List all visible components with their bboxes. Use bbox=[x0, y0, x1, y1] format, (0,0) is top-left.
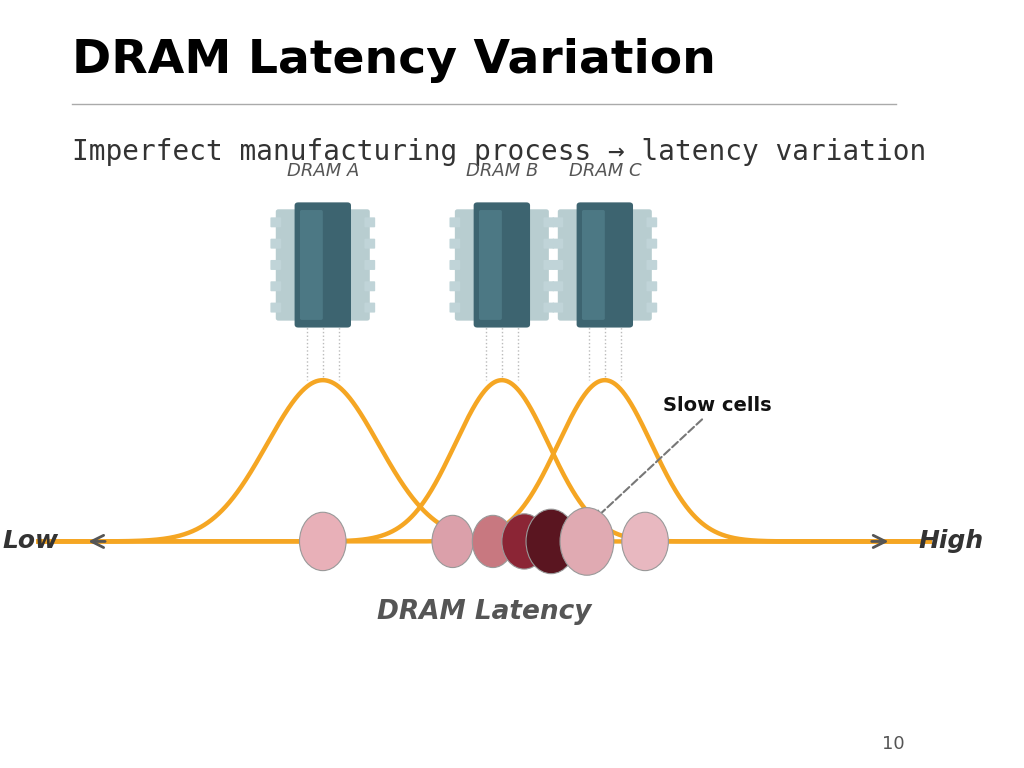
FancyBboxPatch shape bbox=[646, 217, 657, 227]
FancyBboxPatch shape bbox=[365, 281, 375, 291]
FancyBboxPatch shape bbox=[646, 303, 657, 313]
FancyBboxPatch shape bbox=[300, 210, 323, 319]
FancyBboxPatch shape bbox=[270, 281, 282, 291]
FancyBboxPatch shape bbox=[646, 281, 657, 291]
FancyBboxPatch shape bbox=[450, 217, 460, 227]
Text: Imperfect manufacturing process → latency variation: Imperfect manufacturing process → latenc… bbox=[72, 138, 927, 166]
FancyBboxPatch shape bbox=[646, 239, 657, 249]
FancyBboxPatch shape bbox=[544, 303, 554, 313]
FancyBboxPatch shape bbox=[270, 260, 282, 270]
FancyBboxPatch shape bbox=[524, 209, 549, 321]
FancyBboxPatch shape bbox=[450, 239, 460, 249]
FancyBboxPatch shape bbox=[365, 239, 375, 249]
FancyBboxPatch shape bbox=[450, 281, 460, 291]
FancyBboxPatch shape bbox=[577, 202, 633, 328]
FancyBboxPatch shape bbox=[558, 209, 583, 321]
FancyBboxPatch shape bbox=[365, 260, 375, 270]
Ellipse shape bbox=[472, 515, 513, 568]
Text: DRAM C: DRAM C bbox=[568, 163, 641, 180]
FancyBboxPatch shape bbox=[552, 239, 563, 249]
FancyBboxPatch shape bbox=[552, 303, 563, 313]
Text: DRAM B: DRAM B bbox=[466, 163, 538, 180]
Text: Low: Low bbox=[2, 529, 58, 554]
FancyBboxPatch shape bbox=[582, 210, 605, 319]
FancyBboxPatch shape bbox=[345, 209, 370, 321]
FancyBboxPatch shape bbox=[450, 260, 460, 270]
FancyBboxPatch shape bbox=[544, 239, 554, 249]
FancyBboxPatch shape bbox=[365, 303, 375, 313]
FancyBboxPatch shape bbox=[544, 281, 554, 291]
FancyBboxPatch shape bbox=[544, 217, 554, 227]
FancyBboxPatch shape bbox=[552, 217, 563, 227]
Text: Slow cells: Slow cells bbox=[595, 396, 772, 518]
FancyBboxPatch shape bbox=[544, 260, 554, 270]
FancyBboxPatch shape bbox=[450, 303, 460, 313]
Text: DRAM Latency: DRAM Latency bbox=[377, 599, 591, 625]
FancyBboxPatch shape bbox=[270, 239, 282, 249]
FancyBboxPatch shape bbox=[646, 260, 657, 270]
Text: 10: 10 bbox=[882, 735, 905, 753]
FancyBboxPatch shape bbox=[479, 210, 502, 319]
FancyBboxPatch shape bbox=[275, 209, 301, 321]
Ellipse shape bbox=[299, 512, 346, 571]
Text: DRAM Latency Variation: DRAM Latency Variation bbox=[72, 38, 716, 84]
Text: High: High bbox=[919, 529, 983, 554]
Ellipse shape bbox=[432, 515, 473, 568]
Ellipse shape bbox=[526, 509, 577, 574]
FancyBboxPatch shape bbox=[474, 202, 530, 328]
FancyBboxPatch shape bbox=[627, 209, 652, 321]
FancyBboxPatch shape bbox=[552, 281, 563, 291]
Ellipse shape bbox=[622, 512, 669, 571]
FancyBboxPatch shape bbox=[270, 217, 282, 227]
FancyBboxPatch shape bbox=[552, 260, 563, 270]
Ellipse shape bbox=[560, 508, 613, 575]
FancyBboxPatch shape bbox=[295, 202, 351, 328]
FancyBboxPatch shape bbox=[270, 303, 282, 313]
Ellipse shape bbox=[502, 514, 547, 569]
Text: DRAM A: DRAM A bbox=[287, 163, 359, 180]
FancyBboxPatch shape bbox=[365, 217, 375, 227]
FancyBboxPatch shape bbox=[455, 209, 480, 321]
